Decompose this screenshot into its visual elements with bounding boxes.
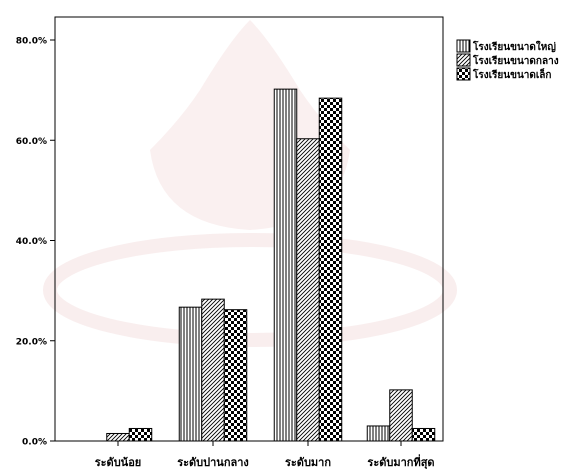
bar-3-1: [128, 427, 153, 442]
bar-1-3: [273, 88, 298, 442]
x-category-label: ระดับมากที่สุด: [367, 454, 434, 469]
bar-3-2: [223, 309, 248, 442]
y-tick-label: 0.0%: [22, 438, 47, 448]
bar-1-4: [366, 425, 391, 442]
y-tick-label: 20.0%: [16, 337, 47, 347]
bar-3-4: [411, 427, 436, 442]
legend-swatch: [456, 67, 471, 81]
y-tick-label: 60.0%: [16, 137, 47, 147]
legend-label: โรงเรียนขนาดใหญ่: [472, 40, 556, 53]
x-category-label: ระดับมาก: [285, 456, 331, 469]
legend-label: โรงเรียนขนาดกลาง: [472, 54, 559, 67]
x-category-label: ระดับน้อย: [95, 456, 142, 469]
bar-2-2: [201, 298, 225, 442]
bar-3-3: [318, 97, 343, 442]
x-axis: ระดับน้อย ระดับปานกลาง ระดับมาก ระดับมากที่…: [95, 441, 435, 470]
legend-swatch: [456, 39, 471, 53]
bar-2-1: [106, 432, 130, 442]
legend: โรงเรียนขนาดใหญ่โรงเรียนขนาดกลางโรงเรียน…: [456, 39, 559, 81]
legend-label: โรงเรียนขนาดเล็ก: [472, 67, 552, 81]
plot-area-border: [54, 16, 444, 442]
bar-2-3: [296, 138, 320, 442]
bar-2-4: [389, 389, 413, 442]
plot-frame: [54, 16, 444, 442]
bars-group: [106, 88, 436, 442]
y-axis: 0.0% 20.0% 40.0% 60.0% 80.0%: [16, 37, 55, 448]
y-tick-label: 40.0%: [16, 237, 47, 247]
legend-swatch: [456, 53, 471, 67]
y-tick-label: 80.0%: [16, 37, 47, 47]
bar-1-2: [178, 306, 203, 442]
x-category-label: ระดับปานกลาง: [177, 456, 249, 469]
watermark-emblem: [43, 20, 457, 347]
